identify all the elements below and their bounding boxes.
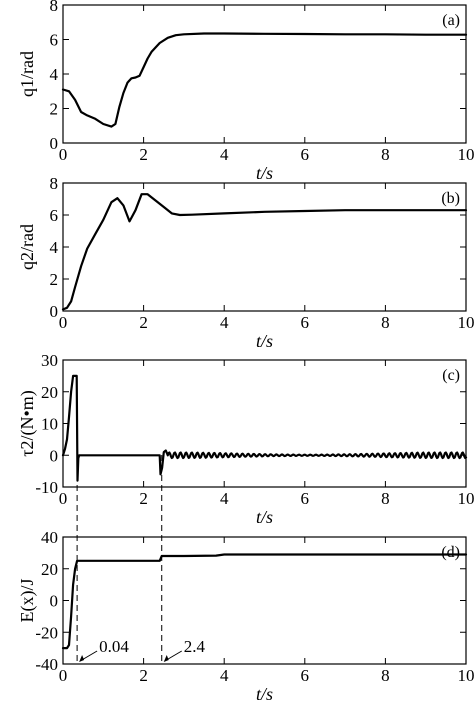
chart-panel-1: 0 2 4 6 8 10 0 2 4 6 8 (a) t/s q1/rad bbox=[17, 0, 474, 183]
x-tick-label: 6 bbox=[301, 145, 310, 164]
y-tick-label: 2 bbox=[50, 270, 59, 289]
y-tick-label: 20 bbox=[41, 383, 58, 402]
y-tick-label: 0 bbox=[50, 134, 59, 153]
plot-frame bbox=[62, 4, 467, 144]
y-tick-label: 20 bbox=[41, 560, 58, 579]
y-tick-label: -10 bbox=[35, 478, 58, 497]
x-axis-label: t/s bbox=[256, 507, 273, 527]
series-line-1 bbox=[61, 553, 468, 650]
x-tick-label: 0 bbox=[59, 666, 68, 685]
y-tick-label: 4 bbox=[50, 65, 59, 84]
x-tick-label: 4 bbox=[220, 666, 229, 685]
y-tick-label: 0 bbox=[50, 446, 59, 465]
y-tick-label: 10 bbox=[41, 415, 58, 434]
y-tick-label: 8 bbox=[50, 0, 59, 15]
x-axis-label: t/s bbox=[256, 331, 273, 351]
series-line-1 bbox=[61, 374, 468, 482]
annotation-label: 0.04 bbox=[99, 637, 129, 656]
x-tick-label: 2 bbox=[139, 666, 148, 685]
x-tick-label: 0 bbox=[59, 145, 68, 164]
y-axis-label: E(x)/J bbox=[17, 579, 38, 623]
x-tick-label: 10 bbox=[458, 313, 474, 332]
y-tick-label: 30 bbox=[41, 351, 58, 370]
annotation-arrowhead bbox=[79, 655, 85, 662]
plot-frame bbox=[62, 359, 467, 488]
x-tick-label: 10 bbox=[458, 666, 474, 685]
x-tick-label: 4 bbox=[220, 313, 229, 332]
series-line-1 bbox=[61, 32, 468, 128]
x-tick-label: 6 bbox=[301, 313, 310, 332]
y-tick-label: 4 bbox=[50, 238, 59, 257]
x-tick-label: 8 bbox=[381, 313, 390, 332]
series-line-1 bbox=[61, 193, 468, 311]
y-axis-label: τ2/(N•m) bbox=[17, 390, 38, 457]
y-tick-label: 2 bbox=[50, 100, 59, 119]
x-tick-label: 8 bbox=[381, 666, 390, 685]
x-tick-label: 0 bbox=[59, 489, 68, 508]
x-tick-label: 10 bbox=[458, 145, 474, 164]
x-axis-label: t/s bbox=[256, 684, 273, 704]
plot-frame bbox=[62, 182, 467, 312]
x-tick-label: 2 bbox=[139, 313, 148, 332]
x-tick-label: 4 bbox=[220, 145, 229, 164]
x-tick-label: 2 bbox=[139, 145, 148, 164]
y-axis-label: q2/rad bbox=[17, 224, 37, 270]
chart-panel-2: 0 2 4 6 8 10 0 2 4 6 8 (b) t/s q2/rad bbox=[17, 174, 474, 351]
y-tick-label: 6 bbox=[50, 206, 59, 225]
x-tick-label: 4 bbox=[220, 489, 229, 508]
chart-panel-4: 0 2 4 6 8 10 -40 -20 0 20 40 (d) t/s E(x)/J bbox=[17, 528, 474, 704]
x-tick-label: 6 bbox=[301, 489, 310, 508]
panel-label: (b) bbox=[441, 190, 460, 207]
x-tick-label: 8 bbox=[381, 145, 390, 164]
x-tick-label: 10 bbox=[458, 489, 474, 508]
y-tick-label: -20 bbox=[35, 623, 58, 642]
annotation-label: 2.4 bbox=[184, 637, 206, 656]
annotation-arrowhead bbox=[163, 655, 169, 662]
x-tick-label: 6 bbox=[301, 666, 310, 685]
y-tick-label: 0 bbox=[50, 302, 59, 321]
panel-label: (d) bbox=[441, 544, 460, 561]
x-tick-label: 2 bbox=[139, 489, 148, 508]
y-tick-label: 0 bbox=[50, 592, 59, 611]
y-tick-label: -40 bbox=[35, 655, 58, 674]
x-axis-label: t/s bbox=[256, 163, 273, 183]
y-axis-label: q1/rad bbox=[17, 51, 37, 97]
x-tick-label: 0 bbox=[59, 313, 68, 332]
y-tick-label: 40 bbox=[41, 528, 58, 547]
y-tick-label: 6 bbox=[50, 31, 59, 50]
panel-label: (a) bbox=[442, 12, 460, 29]
x-tick-label: 8 bbox=[381, 489, 390, 508]
y-tick-label: 8 bbox=[50, 174, 59, 193]
panel-label: (c) bbox=[442, 367, 460, 384]
